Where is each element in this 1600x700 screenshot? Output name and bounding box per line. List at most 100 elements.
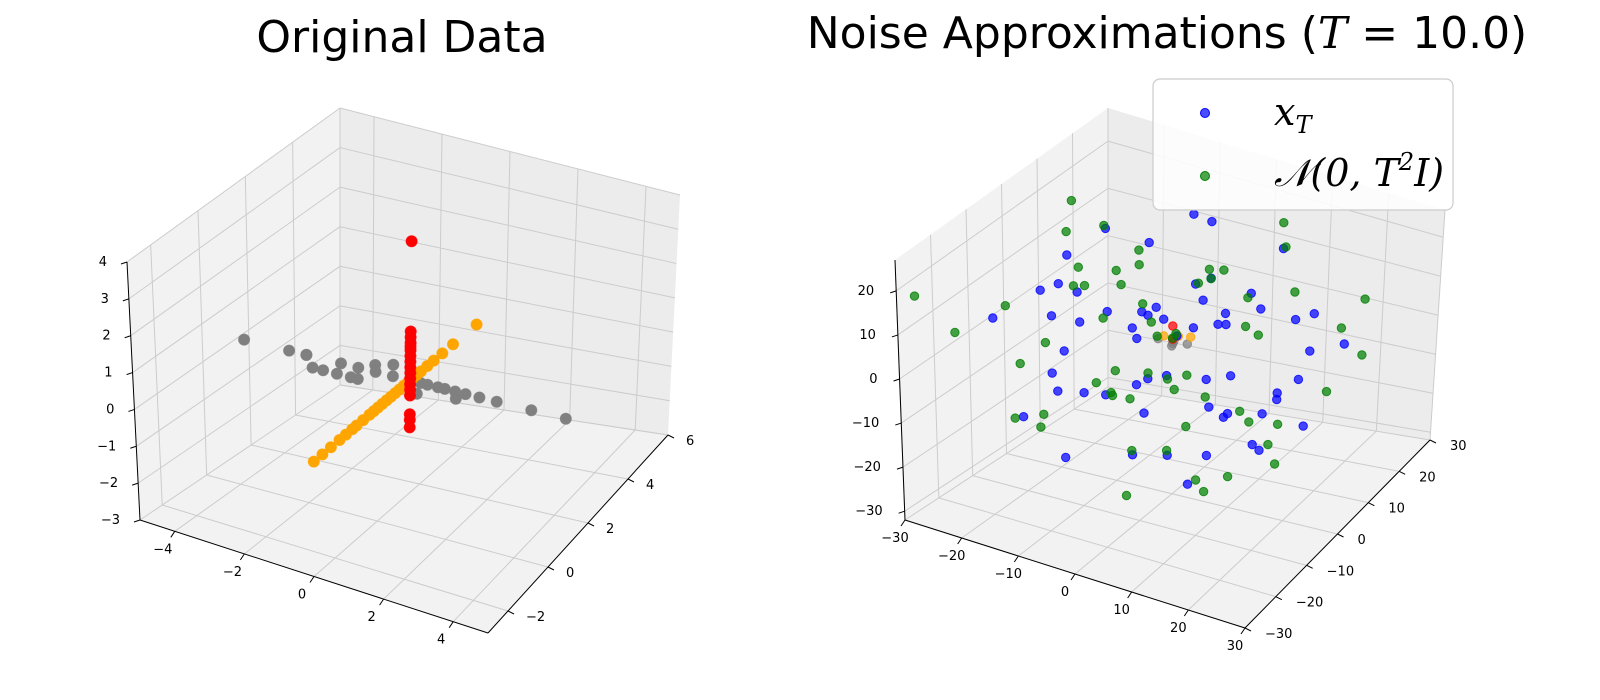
data-point xyxy=(1206,274,1216,284)
y-tick-mark xyxy=(627,478,635,483)
data-point xyxy=(1091,378,1102,388)
z-tick-mark xyxy=(891,334,899,338)
gridline-y xyxy=(1040,430,1369,504)
data-point xyxy=(1298,421,1308,431)
data-point xyxy=(1039,409,1049,419)
y-tick-label: 4 xyxy=(646,478,654,493)
z-tick-label: −3 xyxy=(101,513,120,528)
data-point xyxy=(438,382,451,395)
z-tick-mark xyxy=(898,510,905,514)
data-point xyxy=(300,348,313,361)
data-point xyxy=(1207,216,1217,227)
data-point xyxy=(1169,384,1179,395)
gridline-z xyxy=(339,107,681,196)
data-point xyxy=(1015,358,1025,369)
gridline-y xyxy=(1036,158,1041,432)
data-point xyxy=(1151,302,1161,312)
gridline-y xyxy=(150,244,163,506)
data-point xyxy=(1106,387,1116,398)
data-point xyxy=(405,235,418,248)
y-tick-mark xyxy=(1275,596,1283,601)
back-pane xyxy=(340,108,680,435)
data-point xyxy=(1102,306,1112,317)
z-tick-mark xyxy=(124,335,131,339)
gridline-z xyxy=(1107,377,1431,433)
data-point xyxy=(1144,237,1154,248)
gridline-x xyxy=(1375,192,1390,432)
z-tick-label: −30 xyxy=(855,504,882,519)
z-tick-label: 0 xyxy=(869,372,877,387)
data-point xyxy=(1247,439,1257,450)
data-point xyxy=(988,313,998,323)
y-tick-mark xyxy=(1368,502,1375,507)
data-point xyxy=(1182,370,1192,380)
data-point xyxy=(1253,330,1264,340)
gridline-z xyxy=(132,226,341,373)
y-tick-label: 0 xyxy=(566,566,574,581)
gridline-y xyxy=(206,474,549,568)
data-point xyxy=(1222,471,1233,482)
y-tick-label: −20 xyxy=(1296,596,1323,611)
gridline-y xyxy=(965,209,974,476)
data-point xyxy=(1272,419,1283,429)
ticks-left: −4 −2 0 2 4 −2 0 2 4 6 −3 −2 −1 0 1 2 3 4 xyxy=(97,255,694,648)
x-tick-label: 20 xyxy=(1170,621,1187,636)
data-point xyxy=(1127,323,1138,333)
gridline-x xyxy=(503,151,511,411)
data-point xyxy=(1127,445,1137,456)
data-point xyxy=(1182,479,1193,489)
z-tick-label: 20 xyxy=(858,284,875,299)
data-point xyxy=(1188,323,1199,333)
data-point xyxy=(387,358,400,371)
data-point xyxy=(1201,450,1212,461)
gridline-z xyxy=(126,107,341,263)
data-point xyxy=(427,354,440,367)
data-point xyxy=(317,364,330,377)
data-point xyxy=(1121,490,1132,501)
z-axis-line xyxy=(894,259,906,521)
data-point xyxy=(459,388,472,401)
gridline-z xyxy=(904,377,1109,512)
z-tick-label: 2 xyxy=(102,329,110,344)
z-tick-mark xyxy=(122,298,130,302)
data-point xyxy=(351,373,364,385)
gridline-z xyxy=(339,226,675,299)
data-point xyxy=(1221,319,1231,330)
x-tick-mark xyxy=(957,537,963,545)
data-point xyxy=(1305,346,1315,356)
y-tick-label: 6 xyxy=(686,434,694,449)
data-point xyxy=(1010,413,1020,423)
z-tick-mark xyxy=(120,261,128,265)
data-point xyxy=(330,367,343,380)
data-point xyxy=(525,404,538,417)
points-left xyxy=(238,235,572,468)
gridline-y xyxy=(1074,408,1400,472)
data-point xyxy=(1134,260,1144,270)
data-point xyxy=(306,361,319,374)
y-tick-mark xyxy=(667,434,675,439)
x-tick-mark xyxy=(379,598,385,606)
z-tick-label: −10 xyxy=(852,416,879,431)
z-tick-label: 0 xyxy=(106,402,114,417)
z-tick-mark xyxy=(128,408,135,412)
data-point xyxy=(1222,408,1233,419)
data-point xyxy=(1263,439,1273,450)
data-point xyxy=(1293,374,1304,385)
x-tick-label: −30 xyxy=(881,531,908,546)
data-point xyxy=(1040,337,1051,348)
gridline-z xyxy=(897,187,1109,336)
data-point xyxy=(1068,281,1079,291)
gridline-y xyxy=(162,504,509,612)
data-point xyxy=(238,333,251,346)
data-point xyxy=(1161,445,1172,456)
data-point xyxy=(1159,314,1169,324)
x-tick-label: 0 xyxy=(298,588,306,603)
data-point xyxy=(421,378,434,391)
gridline-z xyxy=(1107,282,1436,355)
gridline-x xyxy=(383,419,570,600)
data-point xyxy=(1061,452,1071,463)
gridline-y xyxy=(972,475,1307,566)
data-point xyxy=(1073,262,1084,272)
data-point xyxy=(436,347,449,360)
